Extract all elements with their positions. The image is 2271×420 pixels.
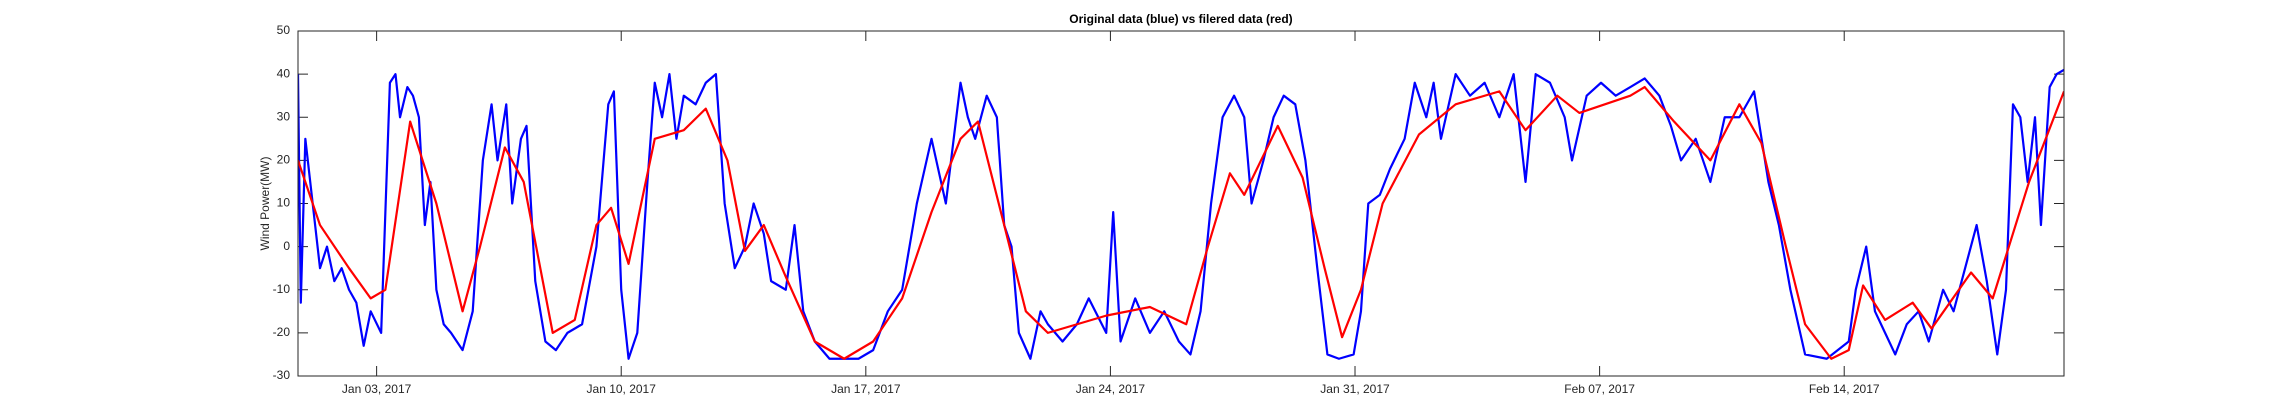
x-tick-label: Jan 03, 2017 <box>342 382 412 396</box>
data-line <box>298 85 2064 360</box>
x-tick-label: Feb 07, 2017 <box>1564 382 1635 396</box>
chart-title: Original data (blue) vs filered data (re… <box>1069 12 1292 26</box>
y-tick-label: 0 <box>283 239 290 253</box>
x-tick-label: Jan 17, 2017 <box>831 382 901 396</box>
y-tick-label: 10 <box>277 196 291 210</box>
x-tick-label: Jan 31, 2017 <box>1320 382 1390 396</box>
y-tick-label: -10 <box>273 282 291 296</box>
x-tick-label: Jan 10, 2017 <box>587 382 657 396</box>
x-tick-label: Jan 24, 2017 <box>1076 382 1146 396</box>
data-line <box>298 68 2064 360</box>
x-tick-label: Feb 14, 2017 <box>1809 382 1880 396</box>
y-tick-label: -30 <box>273 368 291 382</box>
y-axis-label: Wind Power(MW) <box>258 156 272 250</box>
y-tick-label: 40 <box>277 66 291 80</box>
y-tick-label: -20 <box>273 325 291 339</box>
plot-frame <box>297 30 2065 377</box>
y-tick-label: 30 <box>277 109 291 123</box>
y-tick-label: 20 <box>277 153 291 167</box>
y-tick-label: 50 <box>277 23 291 37</box>
